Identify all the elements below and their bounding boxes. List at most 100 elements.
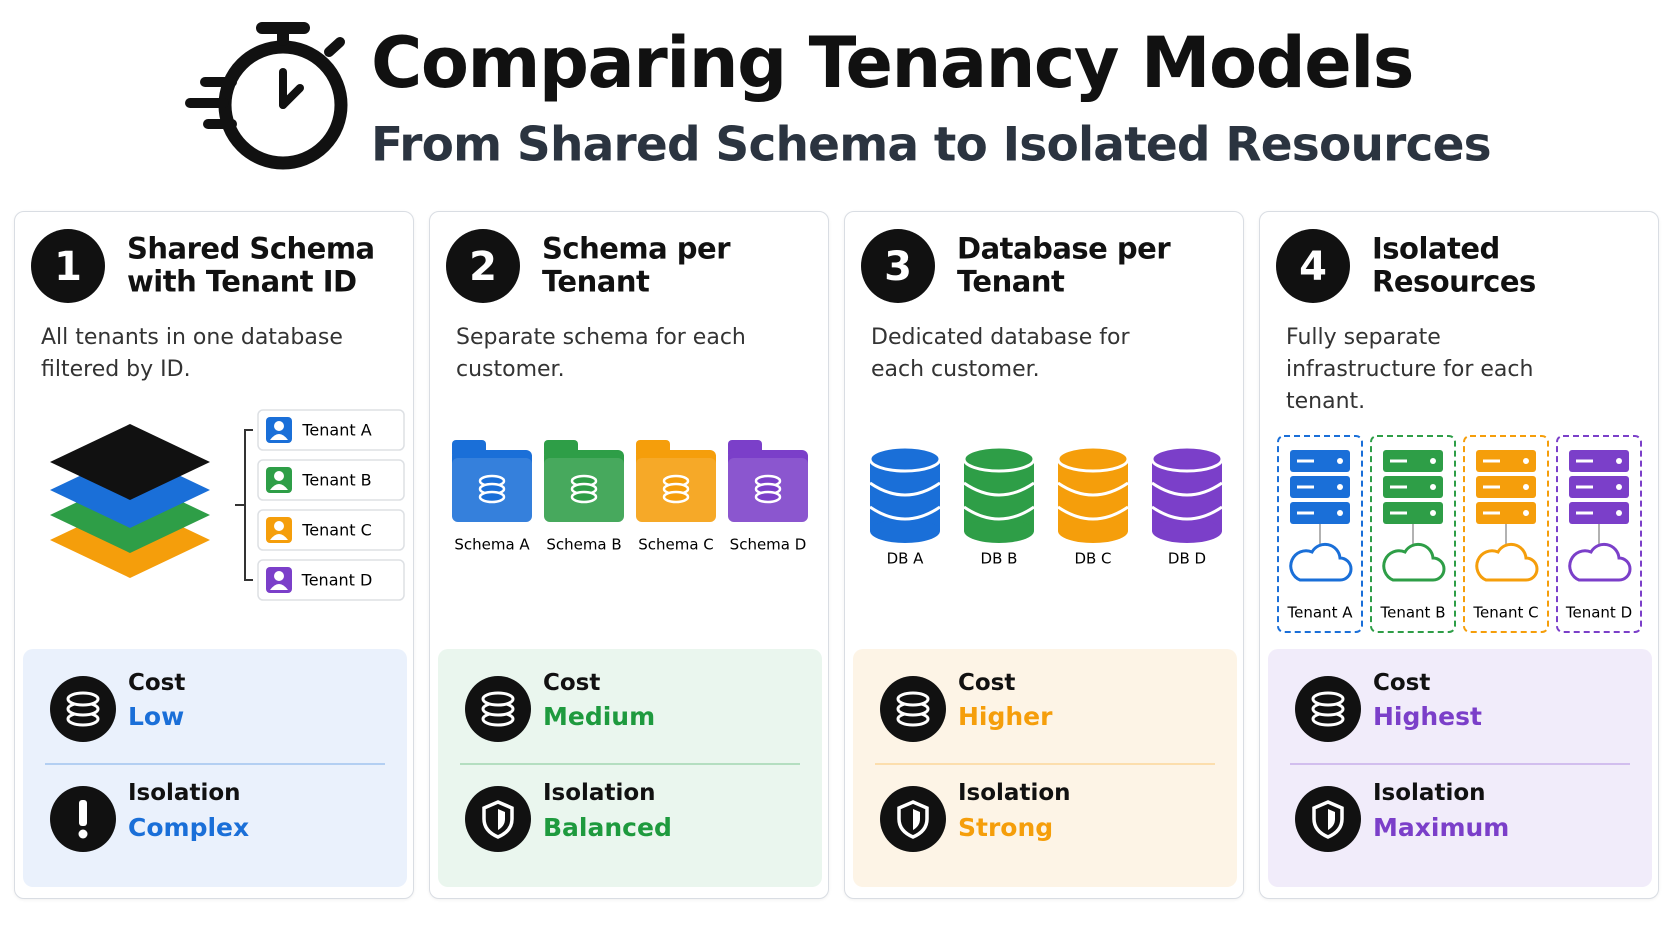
exclaim-dot: [78, 829, 88, 839]
db-top: [1056, 445, 1130, 473]
shield: [1312, 800, 1344, 839]
db-label: DB C: [1074, 550, 1111, 568]
cost-value: Highest: [1373, 702, 1482, 731]
isolation-value: Complex: [128, 813, 250, 842]
server-unit: [1569, 502, 1629, 524]
tenant-box: [257, 459, 405, 501]
card-title: Shared Schema with Tenant ID: [127, 231, 375, 299]
db-bottom: [1058, 519, 1128, 543]
schema-label: Schema C: [638, 536, 714, 554]
number-badge: [446, 229, 520, 303]
cloud: [1382, 542, 1446, 582]
isolation-label: Isolation: [958, 780, 1071, 806]
shield: [482, 800, 514, 839]
db-label: DB B: [981, 550, 1018, 568]
person-body: [270, 584, 288, 590]
tenant-box: [257, 559, 405, 601]
db-label: DB A: [887, 550, 925, 568]
person-body: [270, 534, 288, 540]
tenant-label: Tenant C: [1472, 604, 1538, 622]
cloud: [1568, 542, 1632, 582]
card-description: Separate schema for each customer.: [456, 325, 746, 382]
person-head: [274, 471, 284, 481]
server-unit: [1290, 450, 1350, 472]
number: 4: [1299, 244, 1327, 290]
server-led: [1430, 458, 1436, 464]
server-unit: [1290, 502, 1350, 524]
tenant-label: Tenant D: [1565, 604, 1632, 622]
db-seam: [1151, 481, 1223, 497]
cloud: [1289, 542, 1353, 582]
server-led: [1616, 484, 1622, 490]
number: 3: [884, 244, 912, 290]
cost-value: Medium: [543, 702, 656, 731]
person-body: [270, 434, 288, 440]
db-seam: [1151, 505, 1223, 521]
server-led: [1337, 510, 1343, 516]
db-top: [962, 445, 1036, 473]
card-description: Dedicated database for each customer.: [871, 325, 1130, 382]
person-body: [270, 484, 288, 490]
db-top: [868, 445, 942, 473]
card-title: Database per Tenant: [957, 231, 1171, 299]
db-bottom: [1152, 519, 1222, 543]
server-led: [1616, 458, 1622, 464]
server-unit: [1383, 450, 1443, 472]
coin: [481, 691, 515, 707]
tenant-label: Tenant C: [301, 521, 372, 540]
person-head: [274, 421, 284, 431]
tenant-boundary: [1463, 435, 1549, 633]
server-led: [1337, 484, 1343, 490]
bracket: [235, 429, 253, 581]
server-led: [1430, 510, 1436, 516]
stopwatch-icon: [185, 22, 348, 170]
card-description: Fully separate infrastructure for each t…: [1286, 325, 1534, 414]
isolation-value: Balanced: [543, 813, 672, 842]
db-seam: [1057, 505, 1129, 521]
header: Comparing Tenancy Models From Shared Sch…: [185, 22, 1492, 173]
db-seam: [869, 505, 941, 521]
isolation-label: Isolation: [128, 780, 241, 806]
coin: [66, 691, 100, 707]
number-badge: [31, 229, 105, 303]
server-led: [1523, 484, 1529, 490]
isolation-value: Maximum: [1373, 813, 1510, 842]
db-seam: [963, 481, 1035, 497]
isolation-value: Strong: [958, 813, 1054, 842]
person-head: [274, 521, 284, 531]
server-unit: [1290, 476, 1350, 498]
tenant-box: [257, 409, 405, 451]
card-title: Schema per Tenant: [542, 231, 731, 299]
cost-label: Cost: [1373, 670, 1431, 696]
server-led: [1523, 510, 1529, 516]
card: 1 Tenant A Tenant B Tenant C Tenant D Shared …: [14, 211, 414, 899]
server-led: [1616, 510, 1622, 516]
server-led: [1430, 484, 1436, 490]
tenant-label: Tenant B: [1380, 604, 1446, 622]
server-unit: [1383, 502, 1443, 524]
db-ring: [570, 490, 598, 504]
db-label: DB D: [1168, 550, 1206, 568]
schema-label: Schema D: [730, 536, 807, 554]
db-ring: [662, 490, 690, 504]
server-led: [1337, 458, 1343, 464]
cost-label: Cost: [958, 670, 1016, 696]
cost-label: Cost: [128, 670, 186, 696]
card: 2 Schema A Schema B Schema C Schema D Schema …: [429, 211, 829, 899]
tenant-label: Tenant D: [301, 571, 373, 590]
db-seam: [869, 481, 941, 497]
number: 2: [469, 244, 497, 290]
schema-label: Schema A: [454, 536, 530, 554]
card-graphics: 1 Tenant A Tenant B Tenant C Tenant D: [31, 229, 405, 852]
db-seam: [1057, 481, 1129, 497]
exclaim-bar: [79, 800, 87, 826]
person-head: [274, 571, 284, 581]
schema-label: Schema B: [546, 536, 621, 554]
cloud: [1475, 542, 1539, 582]
db-ring: [754, 490, 782, 504]
shield-half: [913, 809, 920, 830]
subtitle: From Shared Schema to Isolated Resources: [371, 118, 1491, 173]
cost-value: Low: [128, 702, 185, 731]
card-graphics: 4 Tenant A Tenant B Tenant C Tenant D: [1276, 229, 1642, 852]
card-title: Isolated Resources: [1372, 231, 1536, 299]
